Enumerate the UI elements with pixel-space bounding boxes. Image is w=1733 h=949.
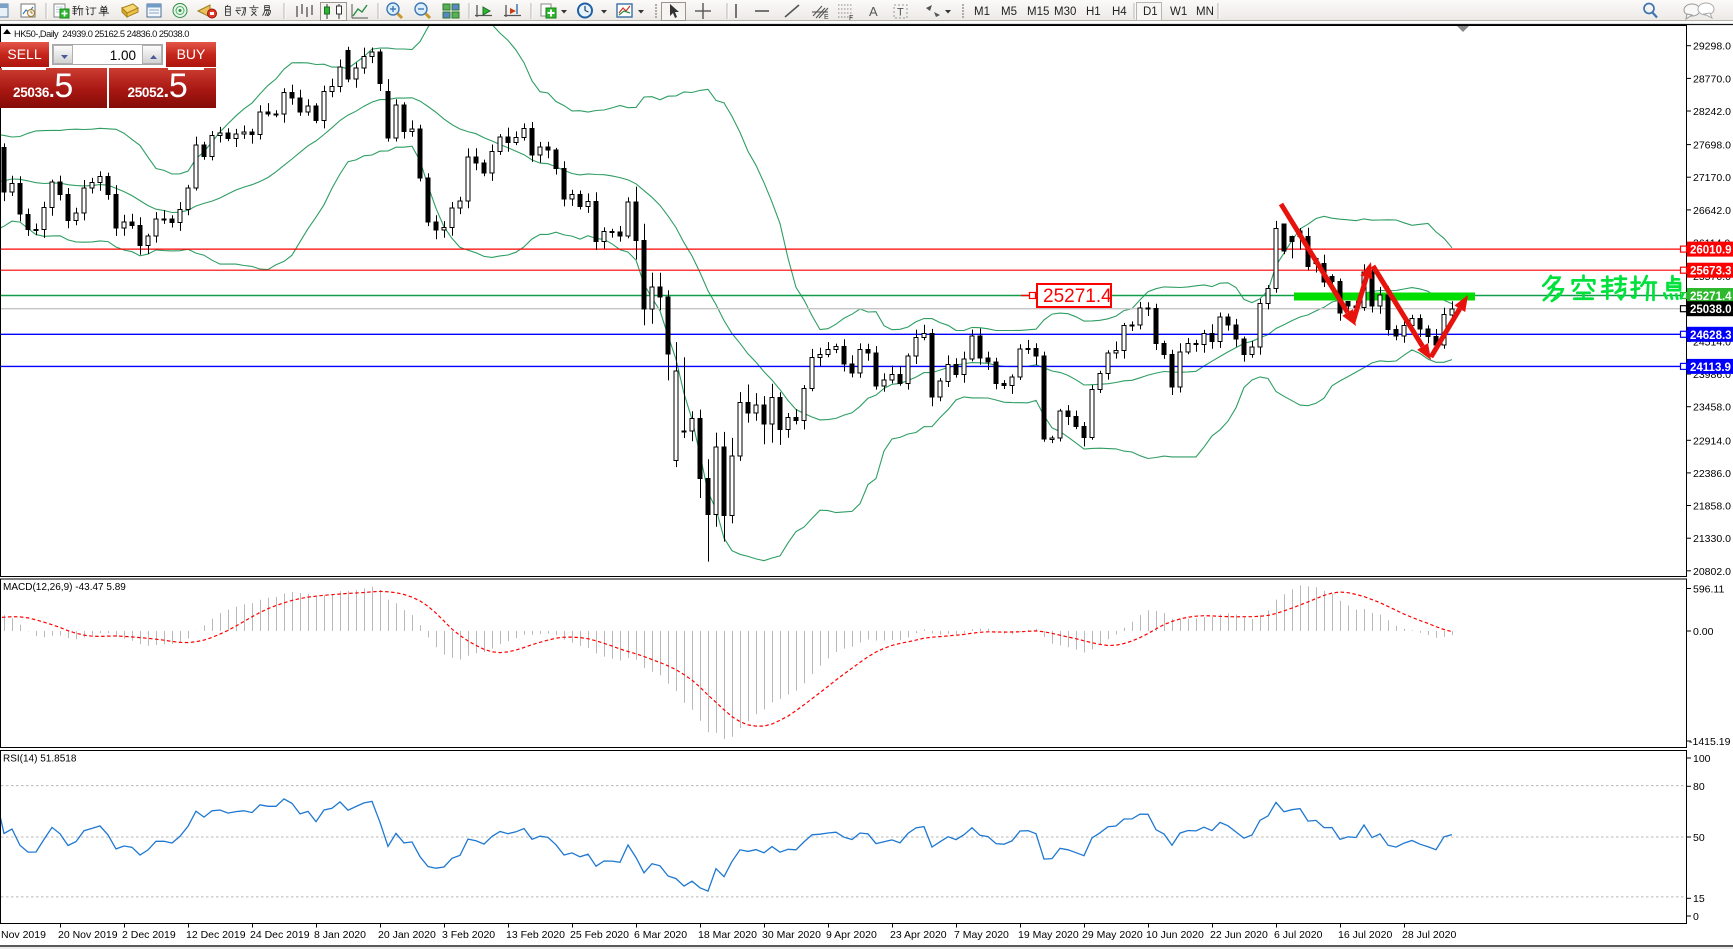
svg-text:24113.9: 24113.9 [1690,362,1731,374]
svg-text:HK50-,Daily 24939.0 25162.5 2: HK50-,Daily 24939.0 25162.5 24836.0 2503… [14,29,189,39]
svg-text:15: 15 [1693,893,1705,905]
svg-text:20802.0: 20802.0 [1693,566,1731,578]
svg-text:Nov 2019: Nov 2019 [1,929,46,941]
svg-text:28242.0: 28242.0 [1693,106,1731,118]
svg-text:25673.3: 25673.3 [1690,266,1732,278]
svg-text:29298.0: 29298.0 [1693,41,1731,53]
svg-text:3 Feb 2020: 3 Feb 2020 [442,929,495,941]
svg-text:18 Mar 2020: 18 Mar 2020 [698,929,757,941]
svg-text:30 Mar 2020: 30 Mar 2020 [762,929,821,941]
svg-text:20 Nov 2019: 20 Nov 2019 [58,929,118,941]
svg-text:25 Feb 2020: 25 Feb 2020 [570,929,629,941]
svg-text:27170.0: 27170.0 [1693,172,1731,184]
svg-text:21858.0: 21858.0 [1693,501,1731,513]
svg-text:0.00: 0.00 [1693,626,1714,638]
svg-text:-1415.19: -1415.19 [1689,736,1731,748]
svg-text:20 Jan 2020: 20 Jan 2020 [378,929,436,941]
svg-text:80: 80 [1693,781,1705,793]
svg-text:25038.0: 25038.0 [1690,304,1732,316]
svg-text:25271.4: 25271.4 [1043,286,1112,307]
svg-text:M5: M5 [1001,6,1017,18]
svg-text:MN: MN [1196,6,1214,18]
svg-text:13 Feb 2020: 13 Feb 2020 [506,929,565,941]
svg-text:0: 0 [1693,911,1699,923]
svg-text:E: E [824,14,829,21]
svg-text:23 Apr 2020: 23 Apr 2020 [890,929,947,941]
svg-text:RSI(14) 51.8518: RSI(14) 51.8518 [3,754,77,765]
svg-text:28 Jul 2020: 28 Jul 2020 [1402,929,1456,941]
svg-text:D1: D1 [1143,6,1158,18]
svg-text:24628.3: 24628.3 [1690,330,1732,342]
svg-text:8 Jan 2020: 8 Jan 2020 [314,929,366,941]
svg-text:M30: M30 [1054,6,1076,18]
svg-text:M1: M1 [974,6,990,18]
svg-text:2 Dec 2019: 2 Dec 2019 [122,929,176,941]
svg-text:16 Jul 2020: 16 Jul 2020 [1338,929,1392,941]
svg-text:27698.0: 27698.0 [1693,140,1731,152]
svg-text:H4: H4 [1112,6,1127,18]
svg-text:9 Apr 2020: 9 Apr 2020 [826,929,877,941]
svg-text:H1: H1 [1086,6,1101,18]
svg-text:F: F [849,15,853,22]
svg-text:23458.0: 23458.0 [1693,402,1731,414]
svg-text:MACD(12,26,9) -43.47 5.89: MACD(12,26,9) -43.47 5.89 [3,582,126,593]
svg-text:M15: M15 [1027,6,1049,18]
svg-text:19 May 2020: 19 May 2020 [1018,929,1079,941]
svg-text:26010.9: 26010.9 [1690,245,1732,257]
svg-text:6 Jul 2020: 6 Jul 2020 [1274,929,1323,941]
svg-text:6 Mar 2020: 6 Mar 2020 [634,929,687,941]
svg-text:22914.0: 22914.0 [1693,435,1731,447]
svg-text:12 Dec 2019: 12 Dec 2019 [186,929,246,941]
svg-text:24 Dec 2019: 24 Dec 2019 [250,929,310,941]
svg-text:21330.0: 21330.0 [1693,533,1731,545]
svg-text:25271.4: 25271.4 [1690,291,1732,303]
svg-text:100: 100 [1693,753,1711,765]
svg-text:T: T [897,7,904,19]
svg-text:28770.0: 28770.0 [1693,73,1731,85]
svg-text:7 May 2020: 7 May 2020 [954,929,1009,941]
svg-text:W1: W1 [1170,6,1187,18]
svg-text:22386.0: 22386.0 [1693,468,1731,480]
svg-text:22 Jun 2020: 22 Jun 2020 [1210,929,1268,941]
svg-text:10 Jun 2020: 10 Jun 2020 [1146,929,1204,941]
svg-text:50: 50 [1693,832,1705,844]
svg-text:596.11: 596.11 [1693,584,1724,596]
svg-text:29 May 2020: 29 May 2020 [1082,929,1143,941]
svg-text:26642.0: 26642.0 [1693,205,1731,217]
svg-text:A: A [869,4,878,19]
